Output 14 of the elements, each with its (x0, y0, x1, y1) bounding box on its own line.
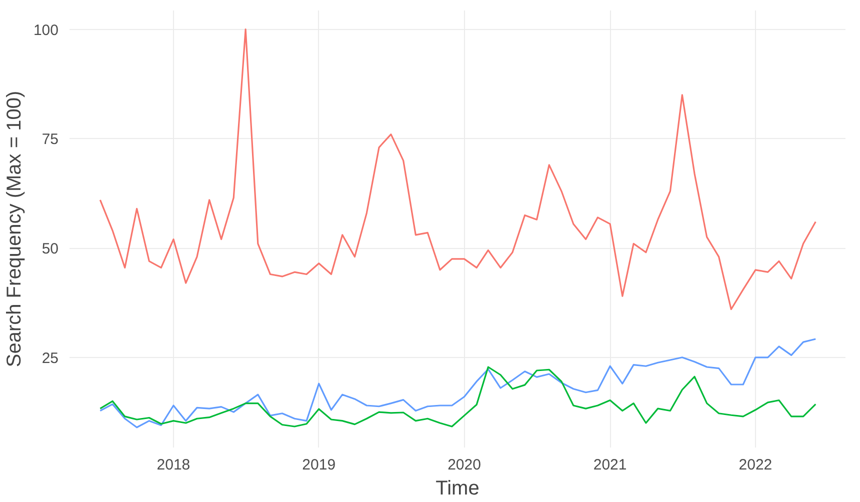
line-series (99, 338, 816, 428)
x-tick-label: 2018 (156, 456, 190, 474)
x-tick-label: 2020 (448, 456, 481, 474)
y-axis-title: Search Frequency (Max = 100) (3, 90, 26, 368)
x-tick-label: 2022 (738, 456, 772, 474)
y-tick-label: 75 (42, 131, 59, 148)
line-series (99, 28, 816, 310)
x-tick-label: 2021 (593, 456, 627, 474)
line-series (99, 366, 816, 428)
x-tick-label: 2019 (302, 456, 336, 474)
y-tick-label: 100 (33, 22, 59, 39)
y-tick-label: 50 (42, 240, 59, 258)
y-tick-label: 25 (42, 350, 59, 367)
x-axis-title: Time (436, 478, 480, 500)
